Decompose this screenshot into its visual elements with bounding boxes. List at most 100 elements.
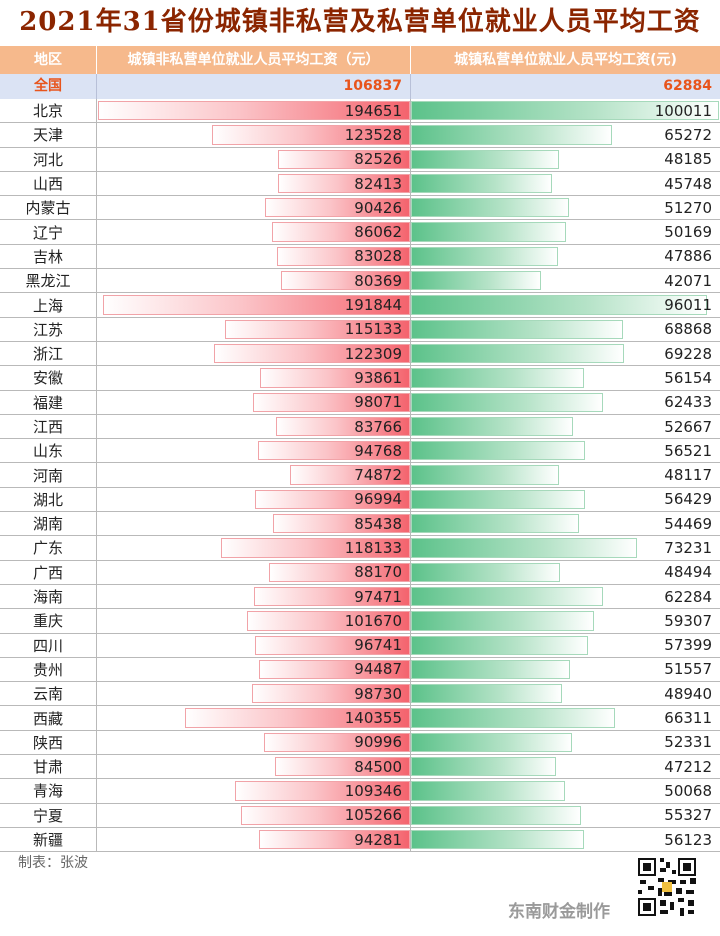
private-cell: 69228 [411, 342, 720, 365]
non-private-cell: 101670 [97, 609, 411, 633]
private-cell: 47212 [411, 755, 720, 778]
private-bar [411, 489, 585, 510]
private-value: 50169 [664, 223, 712, 242]
non-private-bar [259, 368, 410, 388]
non-private-cell: 93861 [97, 366, 411, 390]
private-value: 50068 [664, 781, 712, 800]
private-cell: 48494 [411, 561, 720, 584]
non-private-value: 94281 [354, 830, 402, 849]
table-row: 天津 123528 65272 [0, 123, 720, 148]
page-title: 2021年31省份城镇非私营及私营单位就业人员平均工资 [19, 7, 701, 37]
private-cell: 50068 [411, 779, 720, 802]
non-private-cell: 84500 [97, 755, 411, 779]
private-value: 73231 [664, 538, 712, 557]
private-bar [411, 246, 559, 267]
non-private-bar [98, 101, 410, 121]
region-label: 青海 [0, 779, 97, 803]
private-cell: 56123 [411, 828, 720, 851]
private-bar [411, 781, 566, 801]
non-private-bar [275, 416, 410, 437]
non-private-cell: 109346 [97, 779, 411, 803]
national-non-private: 106837 [97, 74, 411, 99]
private-cell: 68868 [411, 318, 720, 341]
private-cell: 62433 [411, 391, 720, 414]
table-row: 云南 98730 48940 [0, 682, 720, 707]
private-bar [411, 441, 586, 461]
private-cell: 56429 [411, 488, 720, 511]
non-private-bar [254, 489, 410, 510]
private-value: 68868 [664, 320, 712, 339]
non-private-value: 83766 [354, 417, 402, 436]
private-cell: 50169 [411, 220, 720, 243]
private-cell: 73231 [411, 536, 720, 559]
private-value: 47886 [664, 247, 712, 266]
table-row: 广东 118133 73231 [0, 536, 720, 561]
national-private: 62884 [663, 78, 712, 94]
non-private-bar [254, 635, 410, 655]
non-private-cell: 96994 [97, 487, 411, 512]
non-private-value: 98071 [354, 393, 402, 412]
credit: 制表：张波 [18, 855, 88, 871]
private-cell: 42071 [411, 269, 720, 292]
private-bar [411, 635, 588, 655]
region-label: 辽宁 [0, 220, 97, 244]
private-value: 96011 [664, 296, 712, 315]
private-cell: 59307 [411, 609, 720, 632]
non-private-cell: 94768 [97, 439, 411, 463]
non-private-value: 94487 [354, 660, 402, 679]
private-cell: 54469 [411, 512, 720, 535]
private-bar [411, 416, 574, 437]
non-private-cell: 88170 [97, 560, 411, 584]
non-private-value: 96741 [354, 636, 402, 655]
region-label: 河北 [0, 147, 97, 171]
non-private-bar [274, 757, 410, 777]
table-row: 黑龙江 80369 42071 [0, 269, 720, 294]
table-row: 福建 98071 62433 [0, 390, 720, 415]
non-private-bar [102, 295, 410, 315]
national-row: 全国 106837 62884 [0, 74, 720, 99]
private-bar [411, 368, 584, 388]
non-private-cell: 97471 [97, 584, 411, 609]
private-value: 56123 [664, 830, 712, 849]
region-label: 福建 [0, 390, 97, 414]
private-bar [411, 343, 625, 364]
non-private-value: 96994 [354, 490, 402, 509]
region-label: 四川 [0, 633, 97, 657]
non-private-value: 118133 [344, 538, 402, 557]
non-private-value: 80369 [354, 271, 402, 290]
non-private-bar [268, 562, 410, 582]
table-row: 贵州 94487 51557 [0, 657, 720, 683]
region-label: 贵州 [0, 657, 97, 682]
non-private-bar [253, 586, 410, 607]
non-private-bar [265, 198, 410, 218]
table-row: 四川 96741 57399 [0, 633, 720, 658]
region-label: 云南 [0, 682, 97, 706]
private-bar [411, 805, 582, 825]
non-private-value: 115133 [344, 320, 402, 339]
non-private-bar [247, 611, 410, 631]
table-row: 山东 94768 56521 [0, 439, 720, 464]
header-non-private: 城镇非私营单位就业人员平均工资（元） [97, 46, 411, 74]
private-cell: 52667 [411, 415, 720, 438]
table-row: 上海 191844 96011 [0, 293, 720, 318]
private-cell: 66311 [411, 706, 720, 729]
private-value: 62433 [664, 393, 712, 412]
private-value: 48185 [664, 150, 712, 169]
private-bar [411, 611, 594, 631]
private-cell: 51270 [411, 196, 720, 219]
non-private-cell: 85438 [97, 512, 411, 536]
private-bar [411, 173, 552, 194]
non-private-value: 85438 [354, 514, 402, 533]
table-row: 湖南 85438 54469 [0, 512, 720, 537]
region-label: 宁夏 [0, 803, 97, 827]
private-value: 56521 [664, 441, 712, 460]
non-private-cell: 118133 [97, 536, 411, 560]
non-private-bar [272, 222, 410, 242]
non-private-value: 98730 [354, 684, 402, 703]
non-private-value: 109346 [344, 781, 402, 800]
region-label: 江苏 [0, 317, 97, 341]
table-row: 辽宁 86062 50169 [0, 220, 720, 245]
private-bar [411, 295, 707, 315]
table-row: 山西 82413 45748 [0, 171, 720, 197]
private-bar [411, 732, 573, 753]
